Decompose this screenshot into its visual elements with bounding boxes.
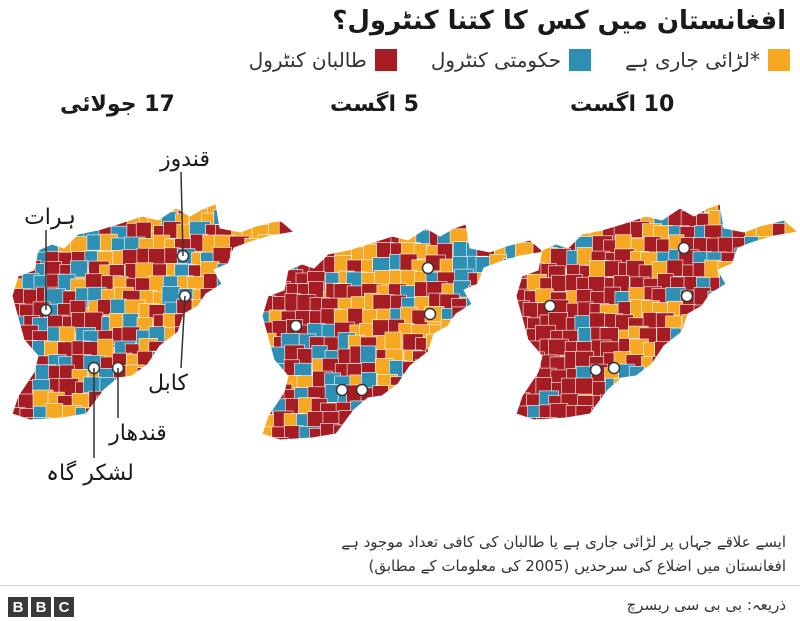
map-date-label-aug10: 10 اگست: [570, 92, 675, 117]
city-marker-kunduz: [421, 261, 435, 275]
legend-swatch-government: [569, 49, 592, 71]
map-date-label-aug5: 5 اگست: [330, 92, 419, 117]
legend-item-taliban: طالبان کنٹرول: [249, 48, 397, 72]
legend-label-contested: *لڑائی جاری ہے: [625, 48, 760, 72]
city-label-herat: ہرات: [24, 205, 76, 230]
city-label-kabul: کابل: [148, 371, 188, 396]
city-marker-kunduz: [677, 241, 691, 255]
city-label-lashkargah: لشکر گاہ: [46, 460, 134, 486]
maps-area: قندوز ہرات کابل قندھار لشکر گاہ: [11, 150, 800, 486]
legend-swatch-taliban: [374, 49, 397, 71]
source-credit: ذریعہ: بی بی سی ریسرچ: [626, 596, 786, 614]
map-date-label-jul17: 17 جولائی: [60, 92, 175, 117]
footer-divider: [0, 585, 800, 586]
city-marker-herat: [543, 299, 557, 313]
footnote-line-1: ایسے علاقے جہاں پر لڑائی جاری ہے یا طالب…: [341, 533, 786, 551]
city-marker-lashkargah: [589, 363, 603, 377]
city-marker-herat: [289, 319, 303, 333]
city-label-kunduz: قندوز: [159, 150, 210, 172]
leader-line-kabul: [180, 295, 186, 369]
legend-item-government: حکومتی کنٹرول: [430, 48, 592, 72]
map-aug10: [515, 203, 800, 421]
legend-label-government: حکومتی کنٹرول: [430, 48, 562, 72]
footnote-line-2: افغانستان میں اضلاع کی سرحدیں (2005 کی م…: [368, 557, 786, 575]
legend: *لڑائی جاری ہے حکومتی کنٹرول طالبان کنٹر…: [249, 48, 790, 72]
bbc-logo-b1: B: [8, 597, 28, 617]
bbc-logo-c: C: [54, 597, 74, 617]
chart-title: افغانستان میں کس کا کتنا کنٹرول؟: [332, 6, 786, 36]
legend-swatch-contested: [768, 49, 790, 71]
leader-line-kunduz: [180, 171, 184, 257]
map-aug5: [261, 223, 546, 441]
footnote: ایسے علاقے جہاں پر لڑائی جاری ہے یا طالب…: [166, 530, 786, 578]
legend-item-contested: *لڑائی جاری ہے: [625, 48, 790, 72]
city-marker-kandahar: [607, 361, 621, 375]
city-marker-lashkargah: [335, 383, 349, 397]
city-labels: قندوز ہرات کابل قندھار لشکر گاہ: [24, 150, 210, 486]
city-marker-kabul: [423, 307, 437, 321]
city-marker-kandahar: [355, 383, 369, 397]
bbc-logo-b2: B: [31, 597, 51, 617]
bbc-logo: B B C: [8, 597, 74, 617]
legend-label-taliban: طالبان کنٹرول: [248, 48, 367, 72]
city-marker-kabul: [680, 289, 694, 303]
city-label-kandahar: قندھار: [108, 421, 167, 446]
